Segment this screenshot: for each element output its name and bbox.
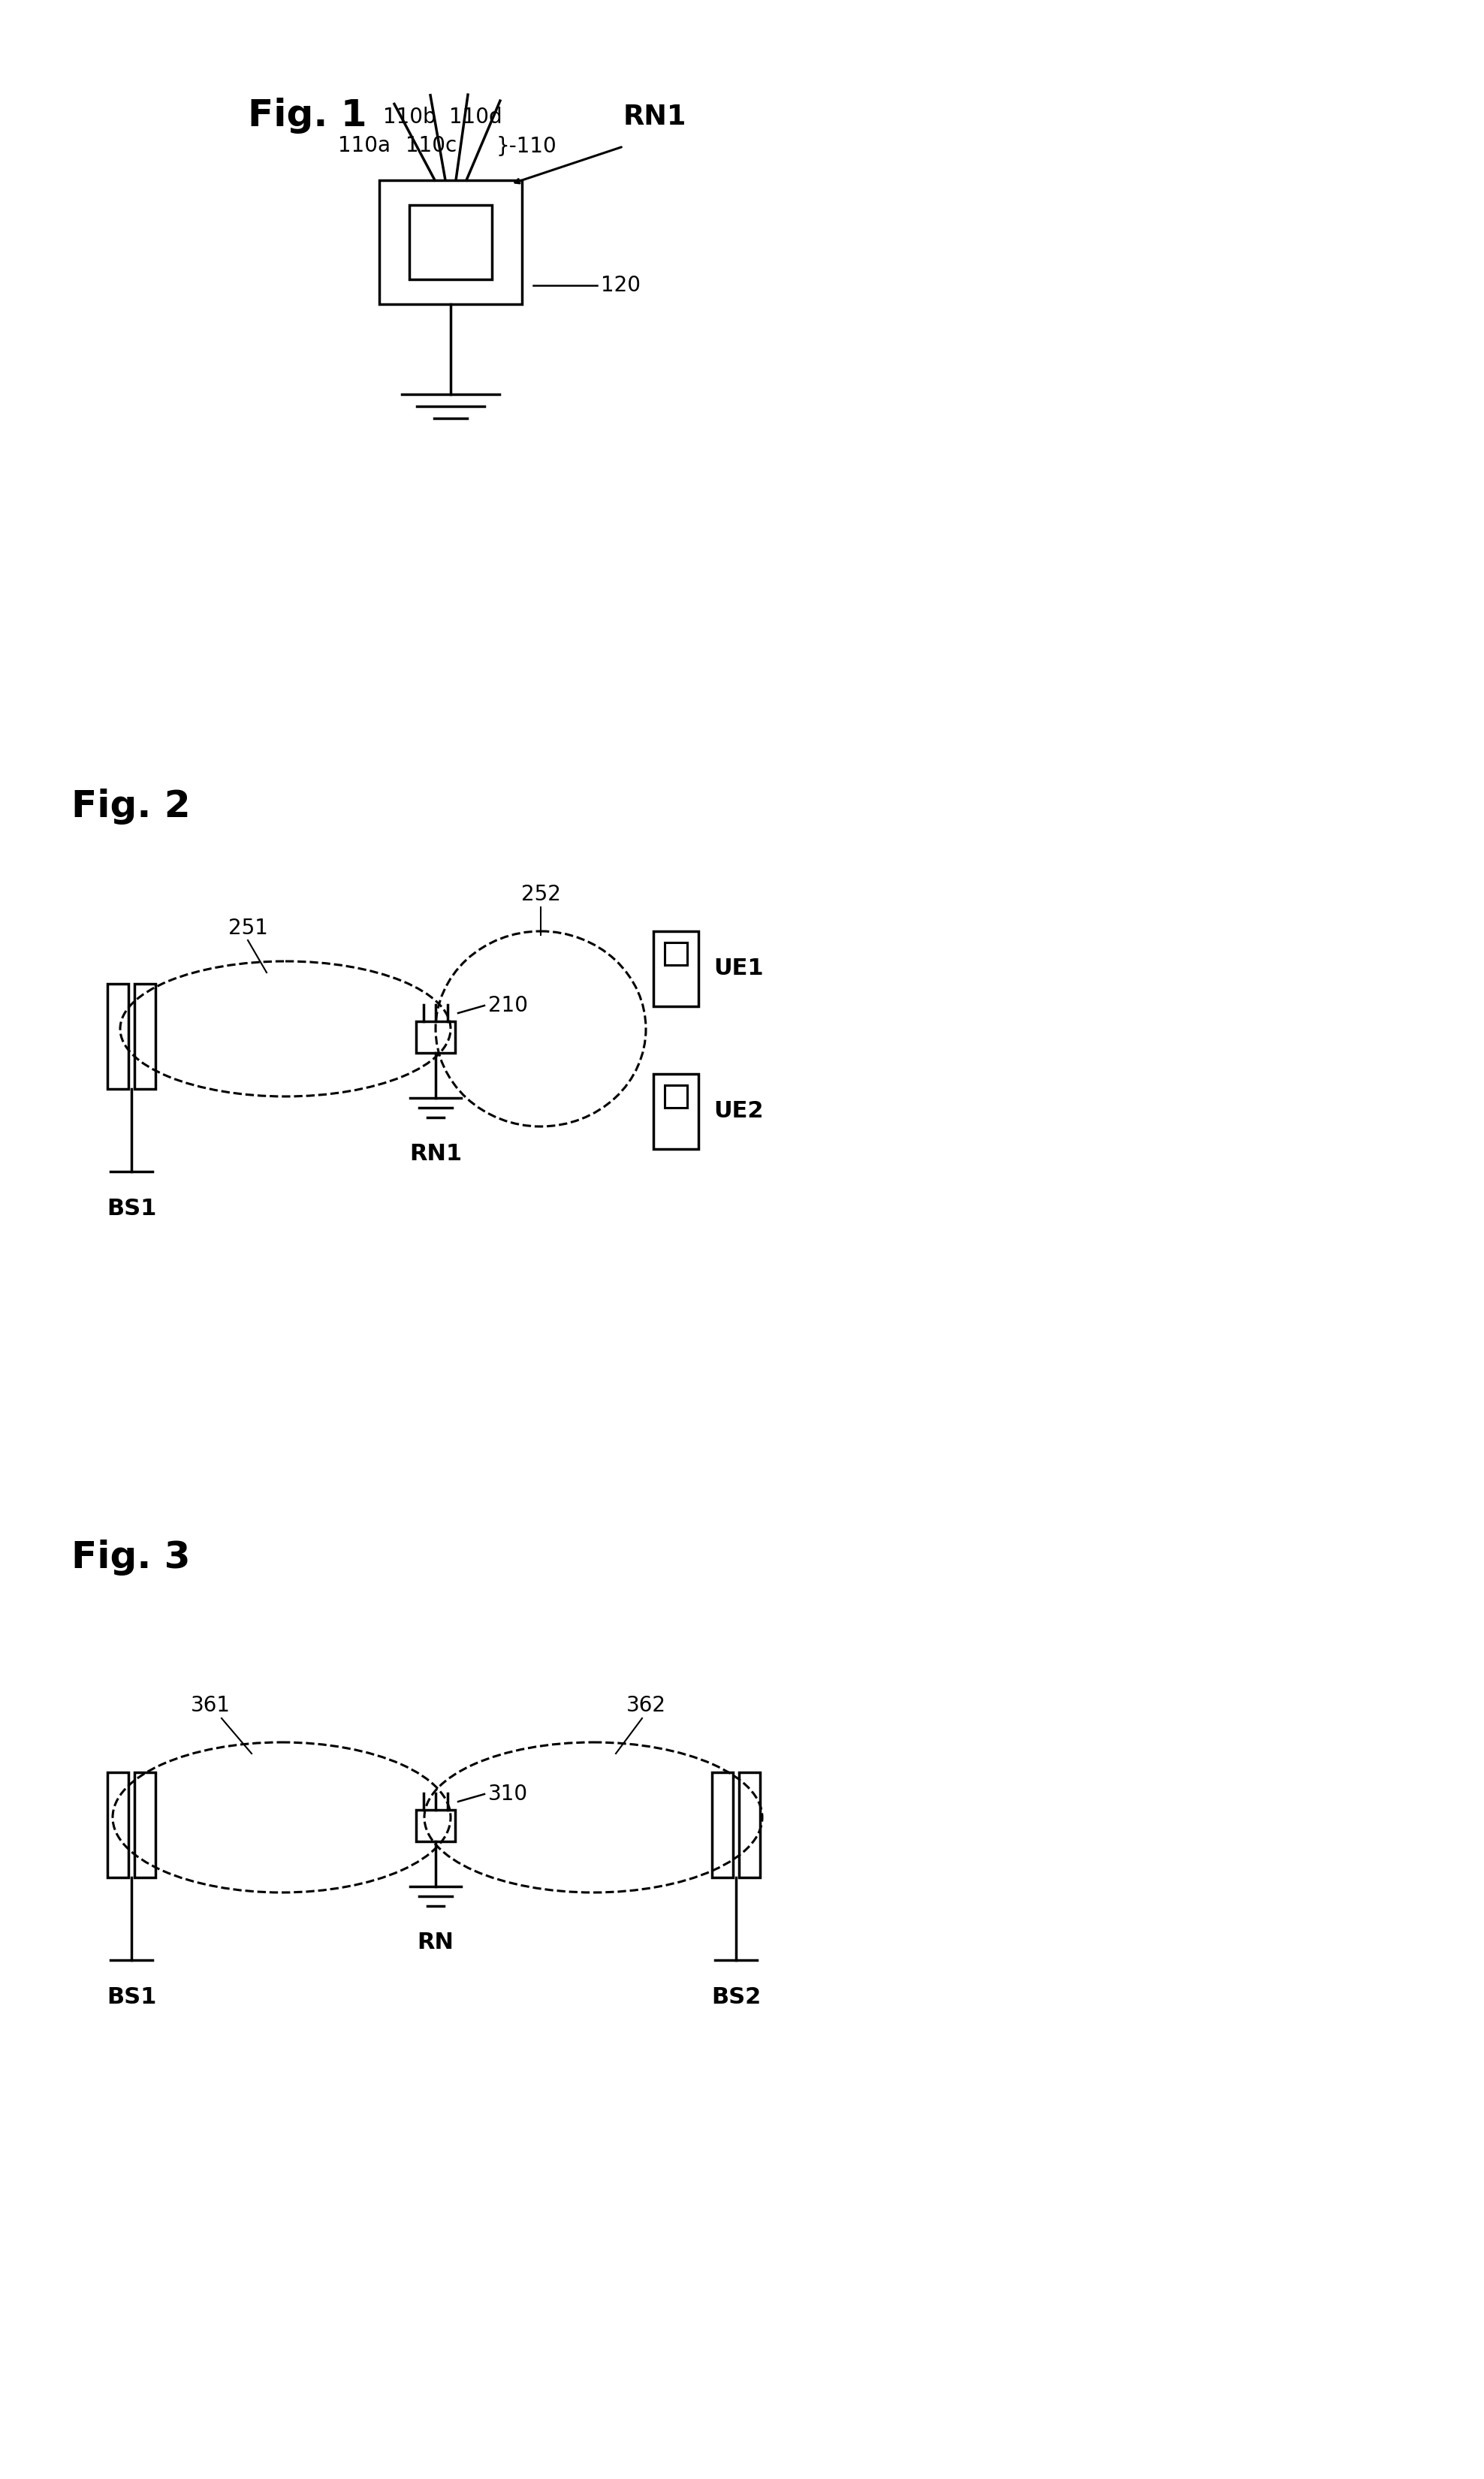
Text: BS2: BS2 <box>711 1986 761 2008</box>
Text: 252: 252 <box>521 885 561 905</box>
Bar <box>665 942 687 964</box>
Text: UE2: UE2 <box>714 1101 763 1123</box>
Bar <box>416 1021 456 1054</box>
Text: UE1: UE1 <box>714 957 763 979</box>
Bar <box>653 932 699 1006</box>
Text: 310: 310 <box>488 1782 528 1805</box>
Text: Fig. 1: Fig. 1 <box>248 97 367 134</box>
Bar <box>135 984 156 1088</box>
Text: 110d: 110d <box>450 107 502 126</box>
Text: 362: 362 <box>626 1696 666 1715</box>
Text: 210: 210 <box>488 994 528 1016</box>
Text: 120: 120 <box>601 275 641 295</box>
Text: Fig. 3: Fig. 3 <box>71 1539 190 1577</box>
Bar <box>410 206 491 280</box>
Text: 110b: 110b <box>383 107 436 126</box>
Text: BS1: BS1 <box>107 1197 156 1220</box>
Bar <box>135 1772 156 1877</box>
Text: BS1: BS1 <box>107 1986 156 2008</box>
Bar <box>665 1086 687 1108</box>
Text: RN: RN <box>417 1931 454 1953</box>
Bar <box>107 1772 129 1877</box>
Text: 251: 251 <box>229 917 267 940</box>
Bar <box>416 1810 456 1842</box>
Bar <box>653 1073 699 1148</box>
Text: Fig. 2: Fig. 2 <box>71 788 190 826</box>
Bar <box>739 1772 760 1877</box>
Bar <box>380 181 522 305</box>
Text: 110a: 110a <box>338 136 390 156</box>
Text: RN1: RN1 <box>623 102 687 131</box>
Bar <box>107 984 129 1088</box>
Bar <box>712 1772 733 1877</box>
Text: 361: 361 <box>190 1696 230 1715</box>
Text: 110c: 110c <box>405 136 457 156</box>
Text: RN1: RN1 <box>410 1143 462 1165</box>
Text: }-110: }-110 <box>496 136 556 156</box>
